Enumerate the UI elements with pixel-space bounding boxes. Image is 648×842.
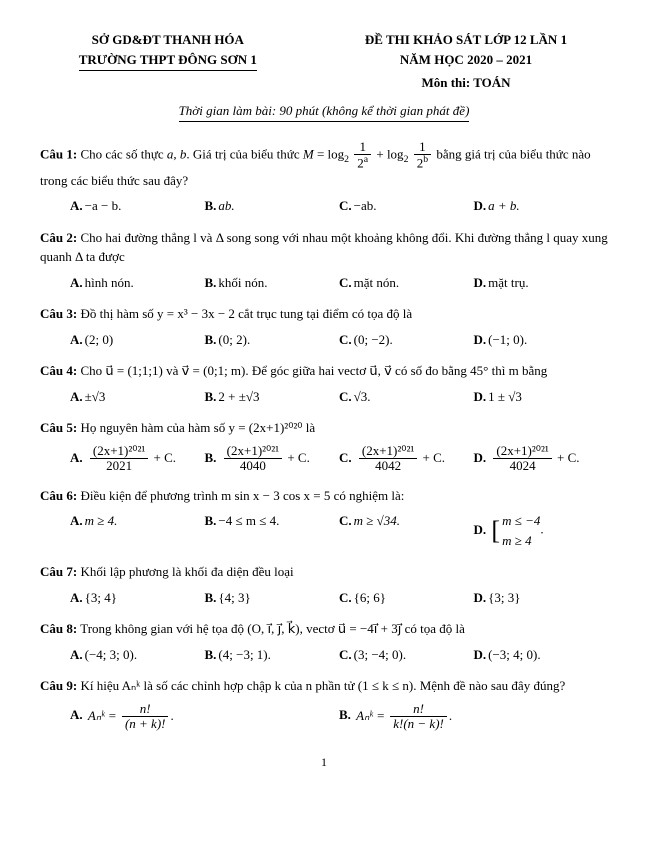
q9-opt-a: A. Aₙᵏ = n!(n + k)!. [70, 700, 339, 734]
q1-opt-a: A.−a − b. [70, 194, 205, 218]
q6-options: A.m ≥ 4. B.−4 ≤ m ≤ 4. C.m ≥ √34. D. [ m… [70, 509, 608, 552]
question-7: Câu 7: Khối lập phương là khối đa diện đ… [40, 562, 608, 582]
q3-opt-c: C.(0; −2). [339, 328, 474, 352]
q6-opt-a: A.m ≥ 4. [70, 509, 205, 552]
q7-opt-c: C.{6; 6} [339, 586, 474, 610]
q2-opt-d: D.mặt trụ. [474, 271, 609, 295]
q8-opt-a: A.(−4; 3; 0). [70, 643, 205, 667]
q3-options: A.(2; 0) B.(0; 2). C.(0; −2). D.(−1; 0). [70, 328, 608, 352]
header-right: ĐỀ THI KHẢO SÁT LỚP 12 LẦN 1 NĂM HỌC 202… [324, 30, 608, 93]
q1-opt-d: D.a + b. [474, 194, 609, 218]
q1-options: A.−a − b. B.ab. C.−ab. D.a + b. [70, 194, 608, 218]
q2-opt-c: C.mặt nón. [339, 271, 474, 295]
exam-title: ĐỀ THI KHẢO SÁT LỚP 12 LẦN 1 [324, 30, 608, 50]
exam-header: SỞ GD&ĐT THANH HÓA TRƯỜNG THPT ĐÔNG SƠN … [40, 30, 608, 93]
q1-opt-c: C.−ab. [339, 194, 474, 218]
question-9: Câu 9: Kí hiệu Aₙᵏ là số các chỉnh hợp c… [40, 676, 608, 696]
q7-opt-a: A.{3; 4} [70, 586, 205, 610]
q9-options: A. Aₙᵏ = n!(n + k)!. B. Aₙᵏ = n!k!(n − k… [70, 700, 608, 734]
q4-opt-a: A.±√3 [70, 385, 205, 409]
question-1: Câu 1: Cho các số thực a, b. Giá trị của… [40, 140, 608, 190]
question-3: Câu 3: Đồ thị hàm số y = x³ − 3x − 2 cắt… [40, 304, 608, 324]
q8-options: A.(−4; 3; 0). B.(4; −3; 1). C.(3; −4; 0)… [70, 643, 608, 667]
q4-opt-c: C.√3. [339, 385, 474, 409]
q8-opt-b: B.(4; −3; 1). [205, 643, 340, 667]
page-number: 1 [40, 753, 608, 771]
q3-opt-d: D.(−1; 0). [474, 328, 609, 352]
q4-options: A.±√3 B.2 + ±√3 C.√3. D.1 ± √3 [70, 385, 608, 409]
q4-opt-b: B.2 + ±√3 [205, 385, 340, 409]
q6-opt-b: B.−4 ≤ m ≤ 4. [205, 509, 340, 552]
q3-opt-a: A.(2; 0) [70, 328, 205, 352]
q5-options: A. (2x+1)²⁰²¹2021 + C. B. (2x+1)²⁰²¹4040… [70, 442, 608, 476]
dept-line: SỞ GD&ĐT THANH HÓA [40, 30, 296, 50]
exam-subject: Môn thi: TOÁN [324, 73, 608, 93]
q7-opt-d: D.{3; 3} [474, 586, 609, 610]
question-6: Câu 6: Điều kiện để phương trình m sin x… [40, 486, 608, 506]
q8-opt-c: C.(3; −4; 0). [339, 643, 474, 667]
q4-opt-d: D.1 ± √3 [474, 385, 609, 409]
question-8: Câu 8: Trong không gian với hệ tọa độ (O… [40, 619, 608, 639]
q6-opt-c: C.m ≥ √34. [339, 509, 474, 552]
question-4: Câu 4: Cho u⃗ = (1;1;1) và v⃗ = (0;1; m)… [40, 361, 608, 381]
q2-opt-b: B.khối nón. [205, 271, 340, 295]
bracket-icon: [ [491, 516, 500, 545]
q2-options: A.hình nón. B.khối nón. C.mặt nón. D.mặt… [70, 271, 608, 295]
q5-opt-d: D. (2x+1)²⁰²¹4024 + C. [474, 442, 609, 476]
q5-opt-b: B. (2x+1)²⁰²¹4040 + C. [205, 442, 340, 476]
header-left: SỞ GD&ĐT THANH HÓA TRƯỜNG THPT ĐÔNG SƠN … [40, 30, 296, 93]
q5-opt-a: A. (2x+1)²⁰²¹2021 + C. [70, 442, 205, 476]
q7-options: A.{3; 4} B.{4; 3} C.{6; 6} D.{3; 3} [70, 586, 608, 610]
q2-opt-a: A.hình nón. [70, 271, 205, 295]
q1-opt-b: B.ab. [205, 194, 340, 218]
q7-opt-b: B.{4; 3} [205, 586, 340, 610]
q9-opt-b: B. Aₙᵏ = n!k!(n − k)!. [339, 700, 608, 734]
school-line: TRƯỜNG THPT ĐÔNG SƠN 1 [79, 50, 257, 72]
q6-opt-d: D. [ m ≤ −4 m ≥ 4 . [474, 509, 609, 552]
question-5: Câu 5: Họ nguyên hàm của hàm số y = (2x+… [40, 418, 608, 438]
exam-year: NĂM HỌC 2020 – 2021 [324, 50, 608, 70]
question-2: Câu 2: Cho hai đường thẳng l và Δ song s… [40, 228, 608, 267]
q3-opt-b: B.(0; 2). [205, 328, 340, 352]
exam-time: Thời gian làm bài: 90 phút (không kể thờ… [40, 101, 608, 123]
q8-opt-d: D.(−3; 4; 0). [474, 643, 609, 667]
q5-opt-c: C. (2x+1)²⁰²¹4042 + C. [339, 442, 474, 476]
